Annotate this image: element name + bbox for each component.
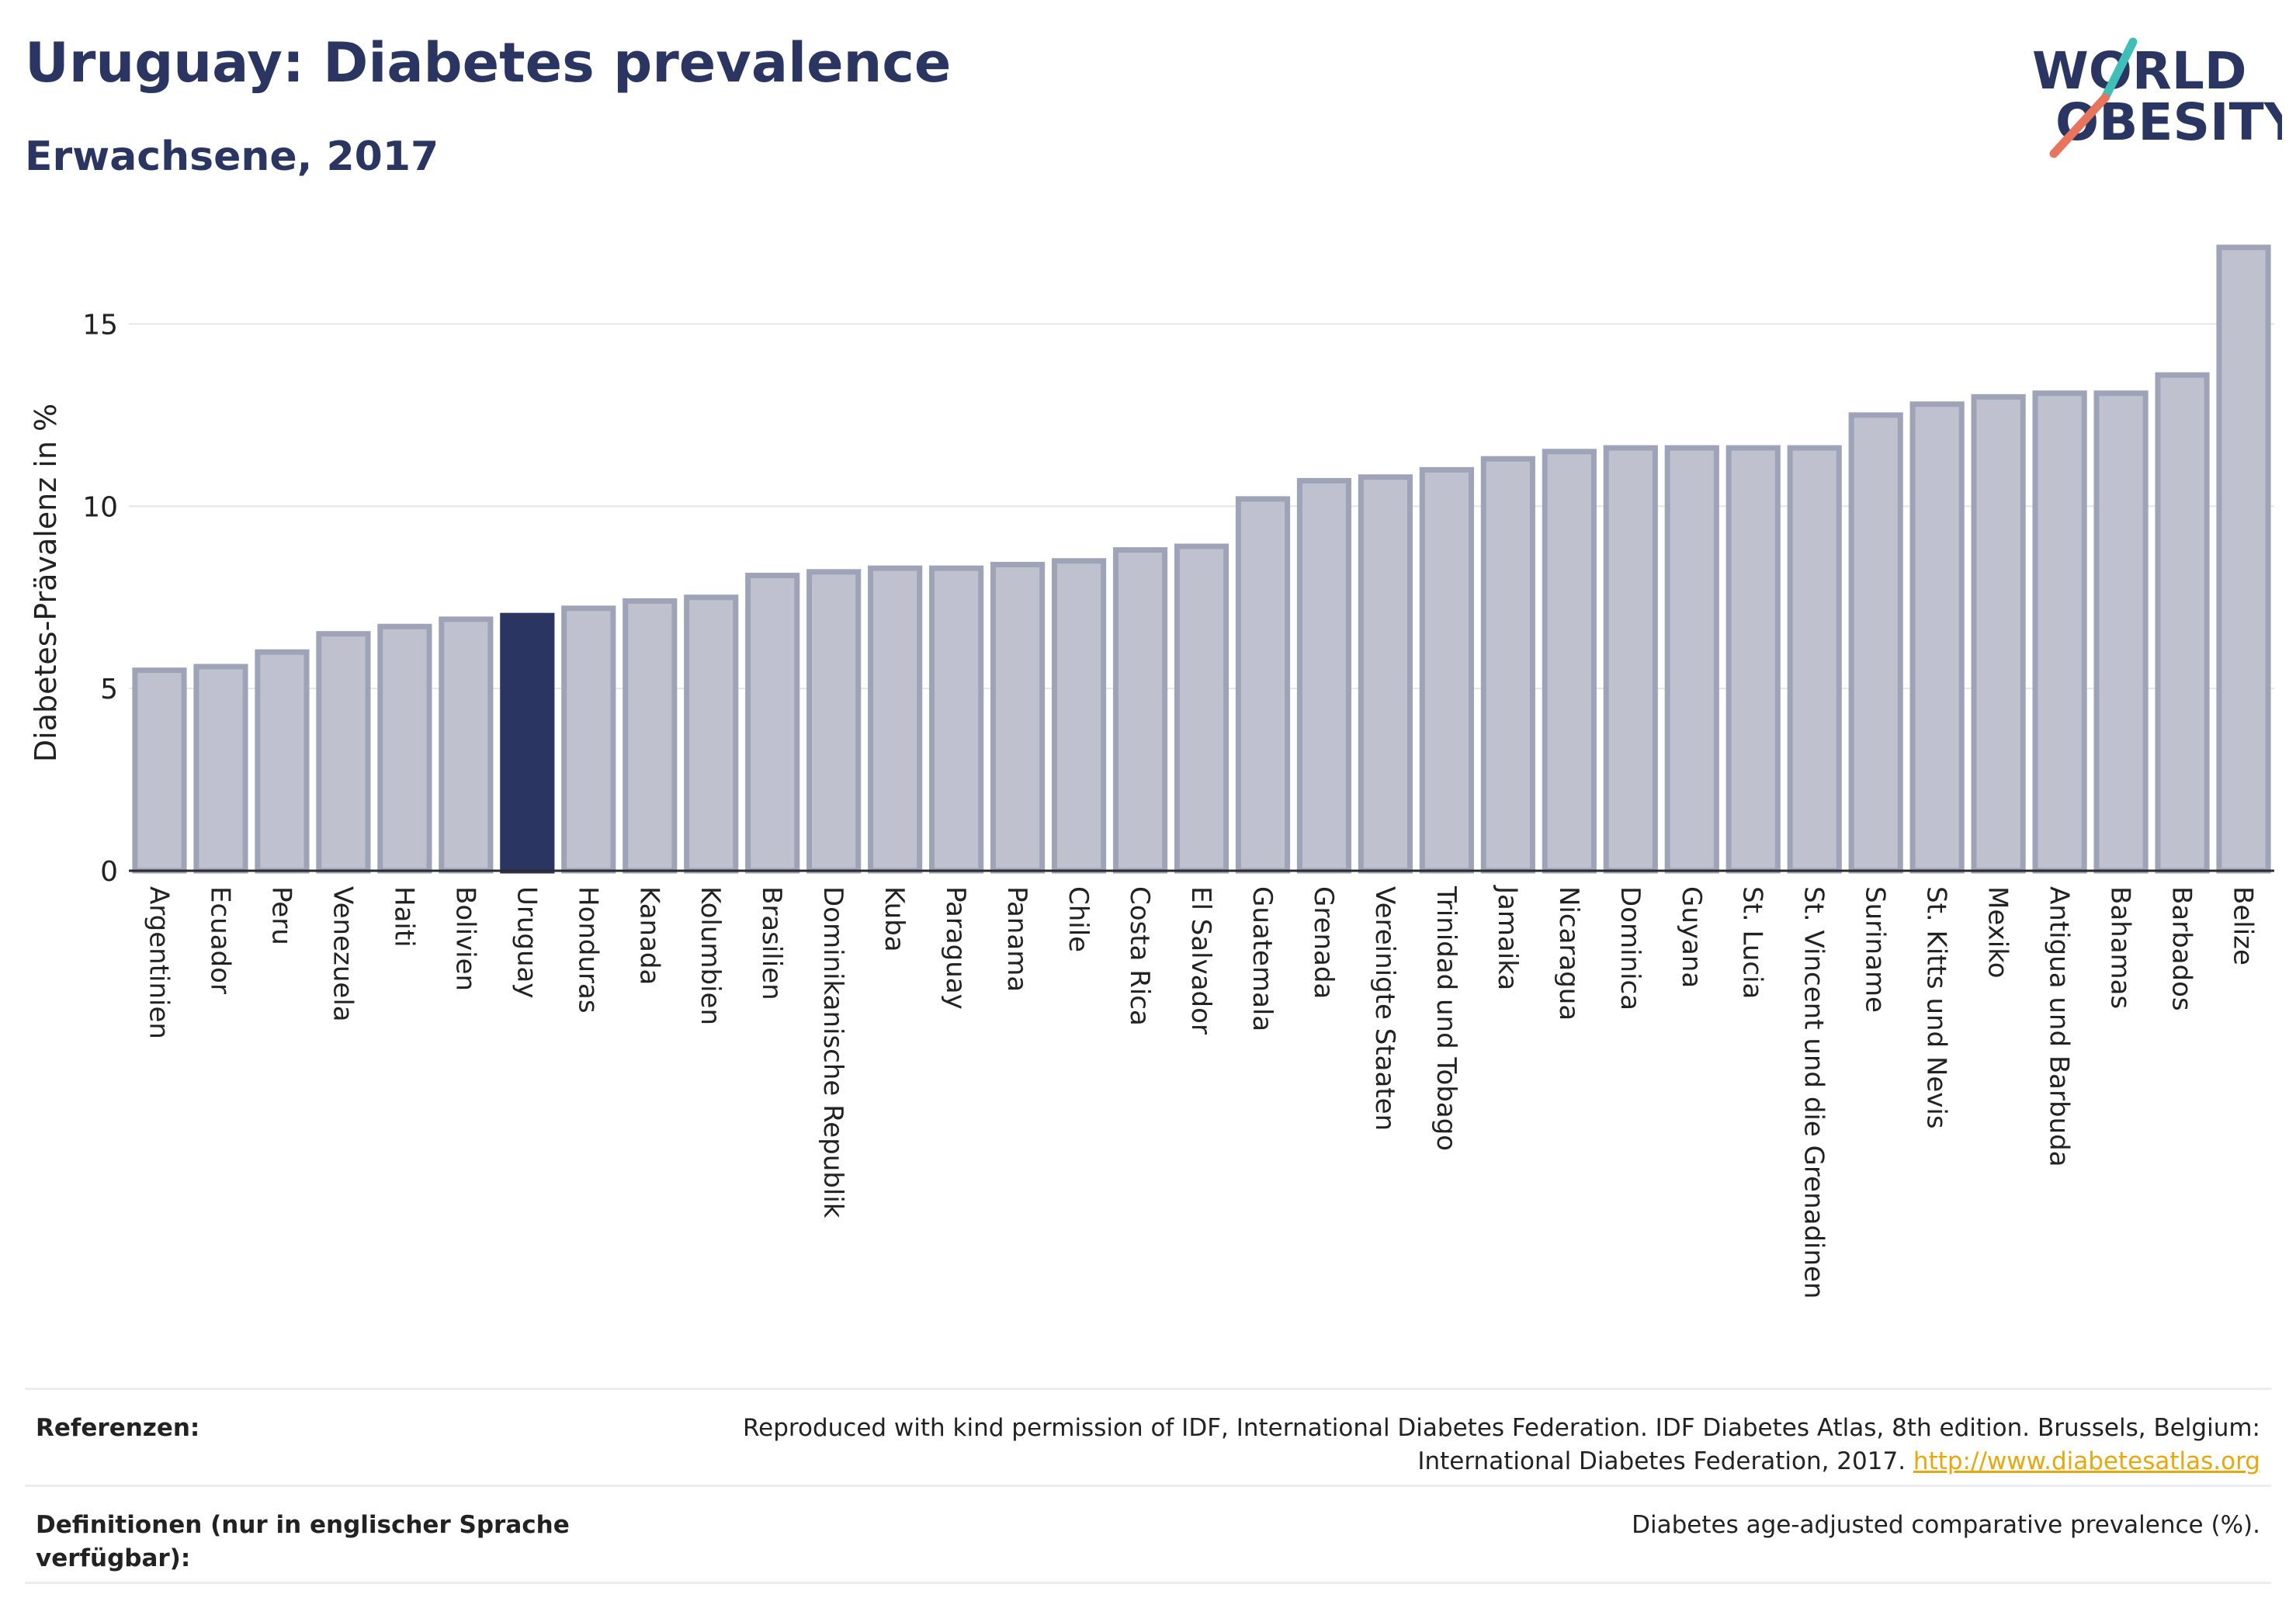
- x-tick-label: Dominica: [1614, 886, 1646, 1010]
- logo-line1: WORLD: [2032, 41, 2247, 101]
- x-tick-label: Antigua und Barbuda: [2044, 886, 2075, 1167]
- bar: [255, 649, 310, 874]
- x-tick-label: Bahamas: [2105, 886, 2136, 1009]
- bar: [193, 664, 248, 874]
- x-tick-label: Honduras: [572, 886, 603, 1014]
- x-tick-label: Jamaika: [1492, 885, 1523, 990]
- bar: [1051, 558, 1107, 874]
- x-tick-label: Vereinigte Staaten: [1369, 886, 1400, 1131]
- x-tick-label: Mexiko: [1982, 886, 2013, 979]
- bar: [806, 569, 862, 874]
- bar: [1848, 412, 1903, 874]
- bar: [1419, 466, 1474, 874]
- x-tick-label: Ecuador: [204, 886, 235, 994]
- bar: [929, 565, 984, 874]
- bar: [500, 612, 555, 874]
- references-row: Referenzen: Reproduced with kind permiss…: [25, 1388, 2271, 1485]
- y-tick-label: 10: [82, 491, 118, 523]
- chart-subtitle: Erwachsene, 2017: [25, 133, 439, 180]
- x-tick-label: Kanada: [633, 886, 664, 985]
- logo-slash-teal: [2100, 37, 2138, 102]
- x-axis-labels: Argentinien Ecuador Peru Venezuela Haiti Boli…: [143, 885, 2258, 1299]
- definitions-row: Definitionen (nur in englischer Sprache …: [25, 1485, 2271, 1584]
- x-tick-label: Peru: [265, 886, 297, 945]
- x-tick-label: Bolivien: [449, 886, 480, 991]
- definitions-label: Definitionen (nur in englischer Sprache …: [36, 1511, 570, 1572]
- x-tick-label: Costa Rica: [1124, 886, 1155, 1026]
- y-tick-label: 5: [100, 674, 118, 705]
- bar: [1664, 445, 1719, 874]
- x-tick-label: Grenada: [1308, 886, 1339, 999]
- references-label: Referenzen:: [36, 1414, 200, 1442]
- world-obesity-logo: WORLD OBESITY: [2032, 37, 2282, 158]
- bar: [684, 594, 739, 874]
- x-tick-label: Dominikanische Republik: [817, 886, 848, 1218]
- x-tick-label: St. Kitts und Nevis: [1921, 886, 1952, 1129]
- bar: [316, 631, 371, 874]
- x-tick-label: Barbados: [2166, 886, 2197, 1011]
- x-tick-label: Guyana: [1676, 886, 1707, 988]
- references-text: Reproduced with kind permission of IDF, …: [708, 1412, 2260, 1478]
- x-tick-label: Belize: [2228, 886, 2259, 965]
- bar: [1725, 445, 1781, 874]
- x-tick-label: Uruguay: [511, 886, 542, 999]
- bar: [1112, 547, 1168, 874]
- bar: [132, 667, 187, 874]
- x-tick-label: Haiti: [388, 886, 419, 948]
- bar: [868, 565, 923, 874]
- bar: [1480, 456, 1535, 874]
- x-tick-label: Brasilien: [756, 886, 787, 1000]
- bar: [2216, 244, 2271, 874]
- y-tick-label: 15: [82, 309, 118, 341]
- logo-slash-coral: [2049, 93, 2110, 158]
- chart-title: Uruguay: Diabetes prevalence: [25, 31, 952, 95]
- bars: [132, 244, 2271, 874]
- bar: [1603, 445, 1658, 874]
- x-tick-label: Trinidad und Tobago: [1431, 886, 1462, 1151]
- bar: [377, 623, 432, 874]
- bar: [2032, 390, 2087, 874]
- bar: [1174, 543, 1230, 874]
- bar: [1542, 449, 1597, 874]
- bar: [990, 561, 1046, 874]
- diabetesatlas-link[interactable]: http://www.diabetesatlas.org: [1913, 1447, 2260, 1475]
- bar: [1909, 401, 1965, 874]
- bar: [1971, 393, 2026, 874]
- bar: [561, 605, 616, 874]
- x-tick-label: Nicaragua: [1553, 886, 1584, 1021]
- x-tick-label: St. Lucia: [1737, 886, 1768, 999]
- bar-chart: 0 5 10 15 Argentinien Ecuador Peru Venezuela Ha…: [29, 244, 2274, 1299]
- bar: [1235, 496, 1291, 874]
- x-tick-label: Chile: [1063, 886, 1094, 952]
- y-tick-label: 0: [100, 856, 118, 888]
- x-tick-label: Paraguay: [940, 886, 971, 1010]
- logo-line2: OBESITY: [2055, 92, 2282, 152]
- x-tick-label: Venezuela: [327, 886, 358, 1022]
- bar: [1296, 477, 1352, 874]
- bar: [1787, 445, 1842, 874]
- definitions-text: Diabetes age-adjusted comparative preval…: [1632, 1511, 2260, 1539]
- x-tick-label: Kolumbien: [695, 886, 726, 1025]
- bar: [2093, 390, 2149, 874]
- x-tick-label: Panama: [1001, 886, 1032, 992]
- x-tick-label: St. Vincent und die Grenadinen: [1798, 886, 1830, 1299]
- x-tick-label: Kuba: [879, 886, 910, 952]
- bar: [439, 616, 494, 874]
- x-tick-label: El Salvador: [1185, 886, 1216, 1035]
- y-axis-title: Diabetes-Prävalenz in %: [29, 404, 63, 762]
- bar: [623, 598, 678, 874]
- x-tick-label: Guatemala: [1247, 886, 1278, 1031]
- x-tick-label: Argentinien: [143, 886, 174, 1039]
- y-axis-ticks: 0 5 10 15: [82, 309, 118, 888]
- references-citation: Reproduced with kind permission of IDF, …: [743, 1414, 2260, 1475]
- footer-table: Referenzen: Reproduced with kind permiss…: [25, 1388, 2271, 1584]
- bar: [745, 573, 800, 874]
- bar: [2155, 372, 2210, 874]
- x-tick-label: Suriname: [1860, 886, 1891, 1013]
- bar: [1358, 474, 1413, 874]
